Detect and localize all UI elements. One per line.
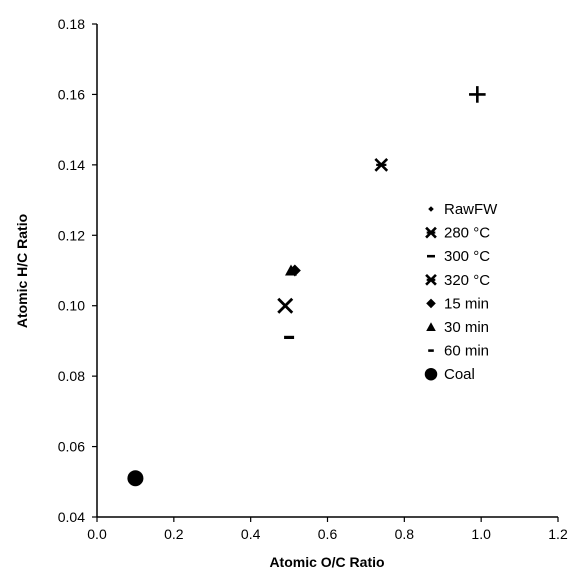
y-tick-label: 0.06 — [58, 439, 85, 455]
legend-marker — [428, 349, 434, 352]
legend-label: 15 min — [444, 295, 489, 312]
data-points — [127, 86, 486, 487]
legend-marker — [426, 298, 436, 309]
y-tick-label: 0.18 — [58, 16, 85, 32]
legend-marker — [425, 273, 437, 286]
legend-label: RawFW — [444, 201, 498, 218]
legend-label: 300 °C — [444, 248, 490, 265]
x-tick-label: 0.0 — [87, 526, 107, 542]
legend: RawFW 280 °C 300 °C 320 °C 15 min 30 min 60 mi… — [424, 201, 498, 383]
legend-marker — [424, 367, 438, 381]
tick-labels: 0.04 0.06 0.08 0.10 0.12 0.14 0.16 0.18 0.0 0.2 0.… — [58, 16, 568, 542]
legend-marker — [427, 254, 435, 258]
y-tick-label: 0.16 — [58, 86, 85, 102]
data-point — [289, 268, 297, 273]
axes — [96, 24, 558, 518]
legend-label: 30 min — [444, 319, 489, 336]
ticks — [92, 23, 559, 522]
legend-label: 60 min — [444, 343, 489, 360]
y-tick-label: 0.04 — [58, 509, 85, 525]
data-point — [374, 158, 389, 172]
y-tick-label: 0.12 — [58, 227, 85, 243]
legend-marker — [426, 322, 436, 331]
y-axis-title: Atomic H/C Ratio — [14, 214, 30, 328]
x-tick-label: 0.8 — [395, 526, 415, 542]
x-tick-label: 0.4 — [241, 526, 261, 542]
x-tick-label: 1.2 — [548, 526, 568, 542]
y-tick-label: 0.08 — [58, 368, 85, 384]
x-tick-label: 0.6 — [318, 526, 338, 542]
y-tick-label: 0.10 — [58, 298, 85, 314]
data-point — [284, 335, 295, 340]
data-point — [127, 470, 144, 487]
legend-marker — [425, 226, 437, 239]
legend-label: 280 °C — [444, 225, 490, 242]
x-tick-label: 1.0 — [471, 526, 491, 542]
y-tick-label: 0.14 — [58, 157, 85, 173]
legend-label: Coal — [444, 366, 475, 383]
legend-marker — [428, 206, 434, 212]
x-tick-label: 0.2 — [164, 526, 184, 542]
legend-label: 320 °C — [444, 272, 490, 289]
data-point — [277, 297, 294, 314]
x-axis-title: Atomic O/C Ratio — [269, 554, 384, 570]
data-point — [469, 86, 486, 103]
